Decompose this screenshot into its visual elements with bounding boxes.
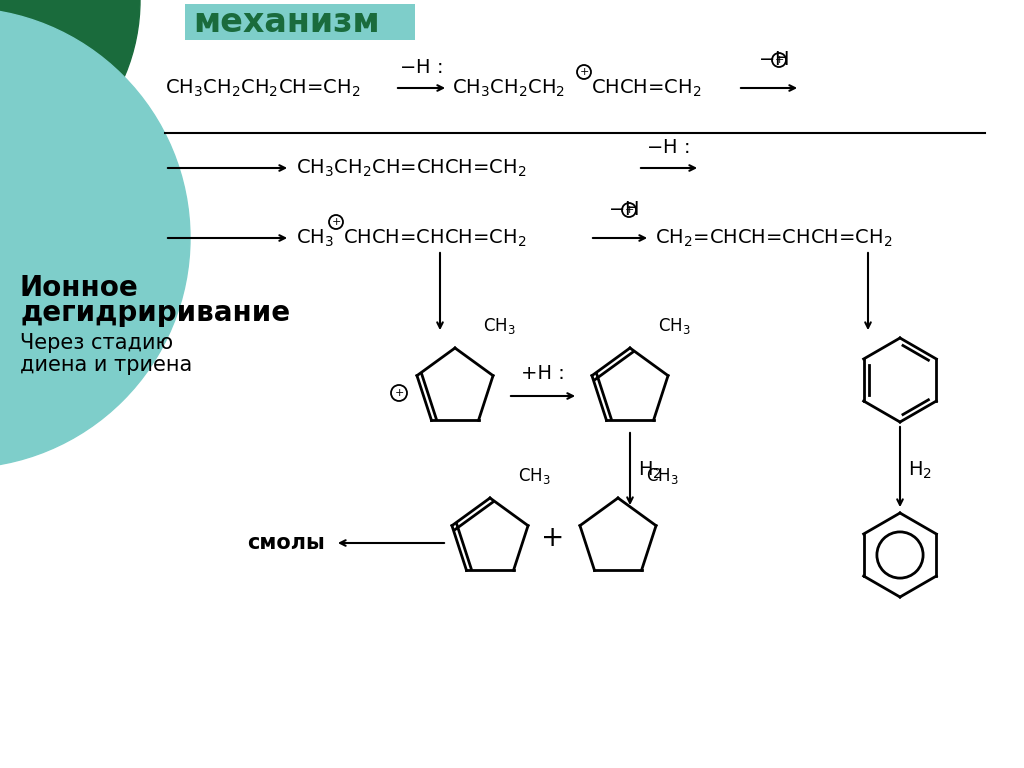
Text: +: + <box>580 67 589 77</box>
Text: CH$_2$=CHCH=CHCH=CH$_2$: CH$_2$=CHCH=CHCH=CH$_2$ <box>655 227 893 249</box>
Text: +: + <box>774 55 783 65</box>
Text: $-$H :: $-$H : <box>646 138 690 157</box>
Text: $-$H :: $-$H : <box>399 58 442 77</box>
Text: $-$H: $-$H <box>608 200 639 219</box>
Text: CH$_3$CH$_2$CH$_2$CH=CH$_2$: CH$_3$CH$_2$CH$_2$CH=CH$_2$ <box>165 78 360 98</box>
Text: +: + <box>394 388 403 398</box>
Text: CH$_3$: CH$_3$ <box>483 316 516 336</box>
Text: CH$_3$: CH$_3$ <box>296 227 334 249</box>
FancyBboxPatch shape <box>185 4 415 40</box>
Circle shape <box>0 8 190 468</box>
Text: CHCH=CH$_2$: CHCH=CH$_2$ <box>591 78 701 98</box>
Text: +: + <box>332 217 341 227</box>
Text: CH$_3$: CH$_3$ <box>658 316 691 336</box>
Text: +H :: +H : <box>521 364 565 383</box>
Text: смолы: смолы <box>247 533 325 553</box>
Text: H$_2$: H$_2$ <box>908 459 932 481</box>
Text: CH$_3$CH$_2$CH$_2$: CH$_3$CH$_2$CH$_2$ <box>452 78 565 98</box>
Text: $-$H: $-$H <box>758 50 788 69</box>
Text: +: + <box>625 205 634 215</box>
Text: CH$_3$CH$_2$CH=CHCH=CH$_2$: CH$_3$CH$_2$CH=CHCH=CH$_2$ <box>296 157 526 179</box>
Text: H$_2$: H$_2$ <box>638 459 663 481</box>
Text: CH$_3$: CH$_3$ <box>518 466 551 486</box>
Text: CHCH=CHCH=CH$_2$: CHCH=CHCH=CH$_2$ <box>343 227 526 249</box>
Text: Через стадию: Через стадию <box>20 333 173 353</box>
Text: дегидриривание: дегидриривание <box>20 299 290 327</box>
Text: CH$_3$: CH$_3$ <box>646 466 679 486</box>
Text: +: + <box>542 524 564 552</box>
Text: механизм: механизм <box>193 6 380 39</box>
Circle shape <box>0 0 140 195</box>
Text: Ионное: Ионное <box>20 274 138 302</box>
Text: диена и триена: диена и триена <box>20 355 193 375</box>
